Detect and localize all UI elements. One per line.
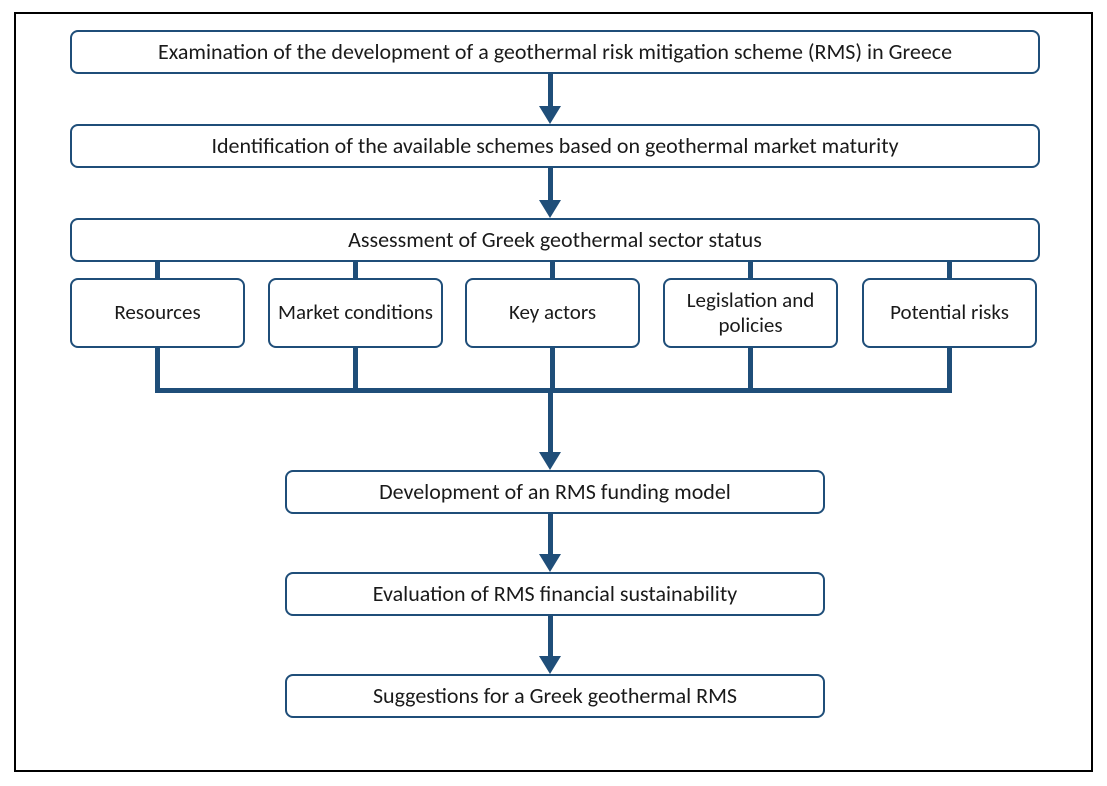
node-label: Identification of the available schemes … [211, 133, 898, 159]
merge-drop [155, 348, 160, 393]
arrow-head-icon [539, 106, 561, 124]
connector-vert [155, 262, 160, 278]
node-label: Suggestions for a Greek geothermal RMS [373, 683, 737, 709]
subnode-legislation: Legislation and policies [663, 278, 838, 348]
node-development: Development of an RMS funding model [285, 470, 825, 514]
arrow-shaft [548, 616, 553, 656]
arrow-head-icon [539, 554, 561, 572]
node-label: Legislation and policies [673, 288, 828, 338]
arrow-shaft [548, 74, 553, 106]
merge-drop [748, 348, 753, 393]
node-label: Examination of the development of a geot… [158, 39, 952, 65]
merge-drop [947, 348, 952, 393]
node-assessment: Assessment of Greek geothermal sector st… [70, 218, 1040, 262]
node-label: Key actors [509, 300, 596, 325]
node-label: Resources [114, 300, 200, 325]
arrow-shaft [548, 390, 553, 452]
node-suggestions: Suggestions for a Greek geothermal RMS [285, 674, 825, 718]
arrow-head-icon [539, 656, 561, 674]
connector-vert [748, 262, 753, 278]
node-identification: Identification of the available schemes … [70, 124, 1040, 168]
node-examination: Examination of the development of a geot… [70, 30, 1040, 74]
node-label: Market conditions [278, 300, 433, 325]
node-evaluation: Evaluation of RMS financial sustainabili… [285, 572, 825, 616]
connector-vert [550, 262, 555, 278]
subnode-market-conditions: Market conditions [268, 278, 443, 348]
arrow-shaft [548, 514, 553, 554]
connector-vert [947, 262, 952, 278]
subnode-key-actors: Key actors [465, 278, 640, 348]
subnode-resources: Resources [70, 278, 245, 348]
node-label: Development of an RMS funding model [379, 479, 731, 505]
merge-drop [353, 348, 358, 393]
subnode-potential-risks: Potential risks [862, 278, 1037, 348]
connector-vert [353, 262, 358, 278]
node-label: Potential risks [890, 300, 1009, 325]
merge-drop [550, 348, 555, 393]
node-label: Evaluation of RMS financial sustainabili… [373, 581, 737, 607]
arrow-shaft [548, 168, 553, 200]
merge-horizontal [155, 388, 952, 393]
node-label: Assessment of Greek geothermal sector st… [348, 227, 762, 253]
arrow-head-icon [539, 200, 561, 218]
arrow-head-icon [539, 452, 561, 470]
